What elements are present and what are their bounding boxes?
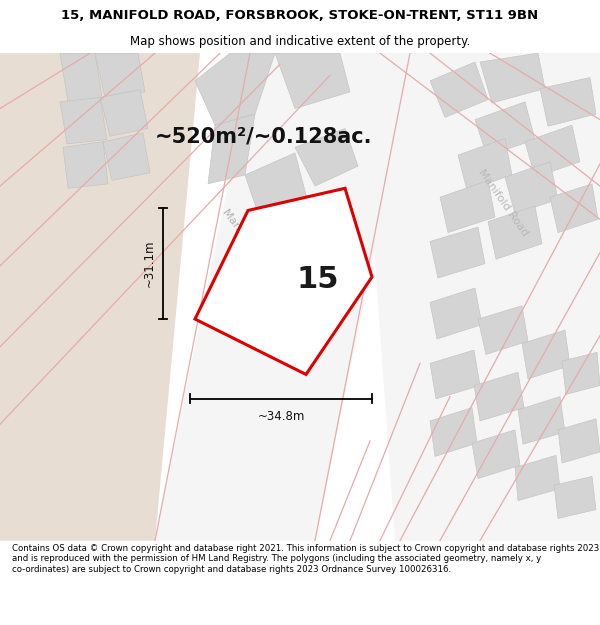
Polygon shape — [275, 53, 350, 109]
Polygon shape — [60, 53, 102, 102]
Text: ~34.8m: ~34.8m — [257, 410, 305, 423]
Polygon shape — [195, 188, 372, 374]
Polygon shape — [155, 53, 415, 541]
Polygon shape — [295, 129, 358, 186]
Polygon shape — [430, 62, 488, 118]
Polygon shape — [430, 227, 485, 278]
Polygon shape — [458, 138, 512, 191]
Polygon shape — [474, 372, 524, 421]
Polygon shape — [522, 330, 570, 379]
Polygon shape — [0, 53, 200, 541]
Polygon shape — [525, 125, 580, 177]
Text: 15, MANIFOLD ROAD, FORSBROOK, STOKE-ON-TRENT, ST11 9BN: 15, MANIFOLD ROAD, FORSBROOK, STOKE-ON-T… — [61, 9, 539, 22]
Polygon shape — [103, 133, 150, 181]
Polygon shape — [515, 455, 560, 501]
Polygon shape — [100, 89, 148, 136]
Polygon shape — [540, 78, 596, 126]
Polygon shape — [562, 352, 600, 394]
Text: 15: 15 — [297, 265, 340, 294]
Polygon shape — [488, 206, 542, 259]
Polygon shape — [245, 153, 308, 225]
Polygon shape — [550, 184, 598, 232]
Polygon shape — [95, 53, 145, 98]
Polygon shape — [475, 102, 535, 156]
Polygon shape — [472, 430, 520, 479]
Text: Contains OS data © Crown copyright and database right 2021. This information is : Contains OS data © Crown copyright and d… — [12, 544, 599, 574]
Polygon shape — [478, 306, 528, 354]
Polygon shape — [60, 98, 107, 144]
Polygon shape — [430, 288, 482, 339]
Polygon shape — [430, 350, 480, 399]
Polygon shape — [558, 419, 600, 463]
Polygon shape — [63, 142, 108, 188]
Polygon shape — [208, 114, 255, 184]
Text: Manifold Road: Manifold Road — [476, 168, 530, 238]
Polygon shape — [505, 162, 558, 214]
Polygon shape — [554, 476, 596, 519]
Text: ~520m²/~0.128ac.: ~520m²/~0.128ac. — [155, 126, 373, 146]
Polygon shape — [195, 53, 275, 125]
Text: Map shows position and indicative extent of the property.: Map shows position and indicative extent… — [130, 35, 470, 48]
Text: ~31.1m: ~31.1m — [143, 240, 155, 288]
Polygon shape — [518, 397, 565, 444]
Polygon shape — [430, 408, 477, 456]
Polygon shape — [360, 53, 600, 541]
Text: Manifold Road: Manifold Road — [220, 207, 276, 276]
Polygon shape — [480, 53, 545, 103]
Polygon shape — [440, 181, 495, 232]
